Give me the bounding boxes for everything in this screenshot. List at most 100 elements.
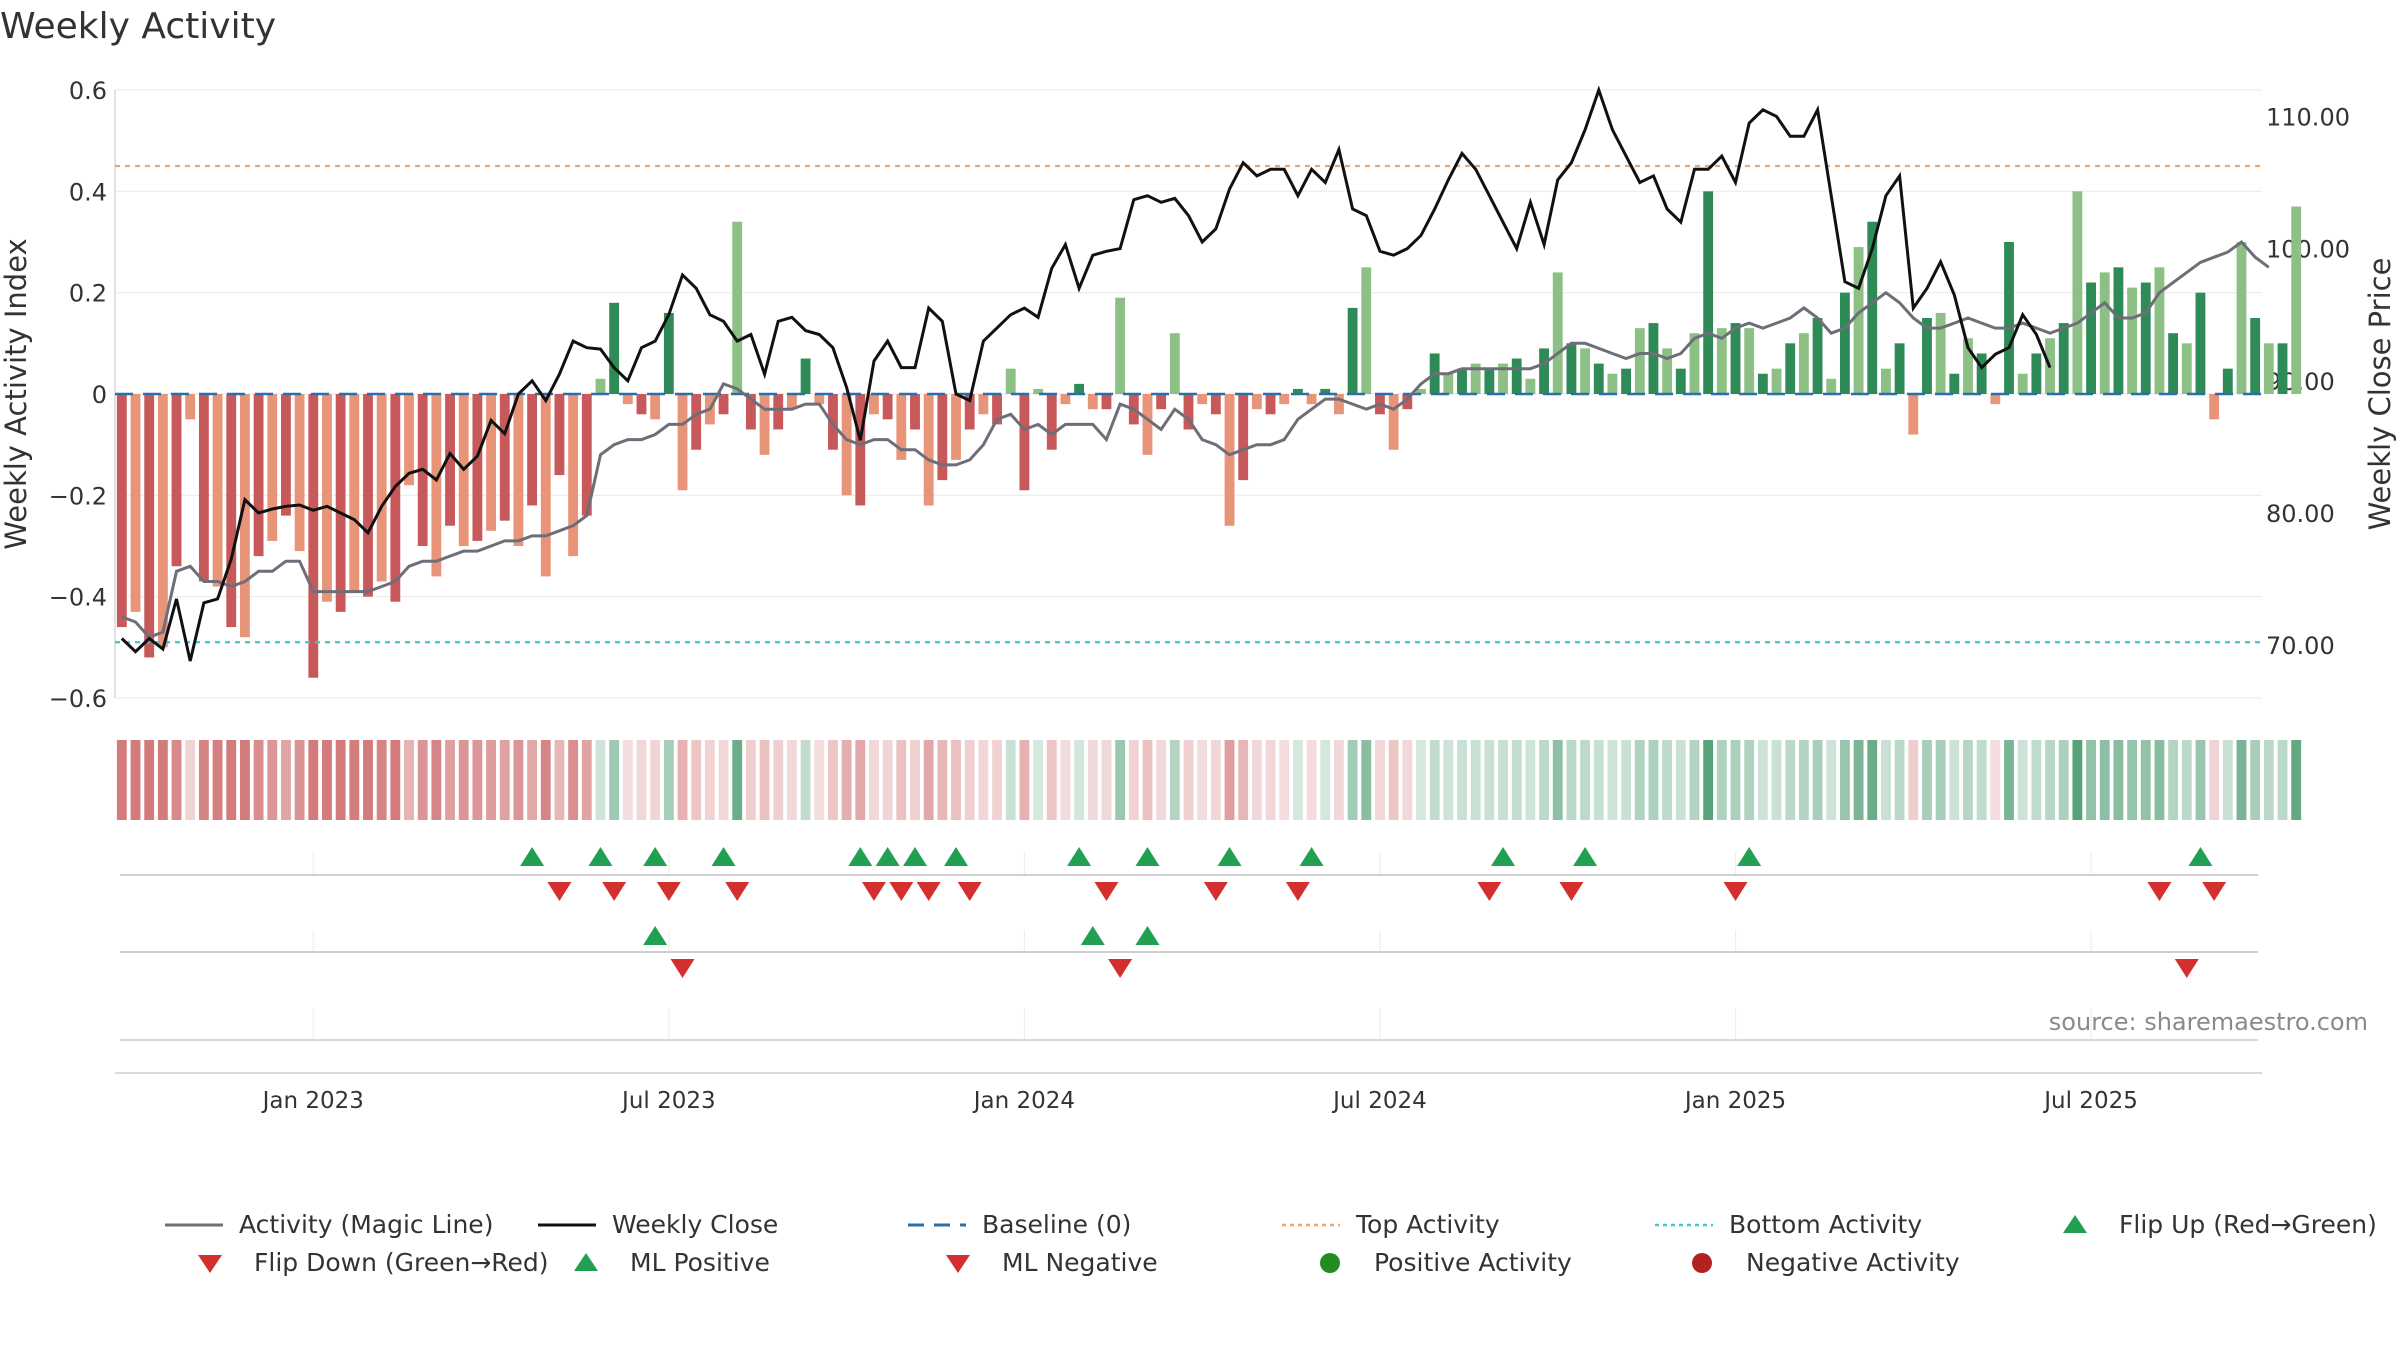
activity-strip-cell: [1552, 740, 1563, 820]
activity-strip-cell: [1101, 740, 1112, 820]
activity-strip-cell: [431, 740, 442, 820]
activity-strip-cell: [1689, 740, 1700, 820]
activity-bar: [1812, 318, 1823, 394]
flip-up-marker: [1573, 847, 1598, 866]
activity-bar: [978, 394, 989, 415]
activity-strip-cell: [294, 740, 305, 820]
activity-strip-cell: [609, 740, 620, 820]
activity-bar: [882, 394, 893, 420]
flip-down-marker: [957, 882, 982, 901]
activity-bar: [472, 394, 483, 541]
activity-bar: [2250, 318, 2261, 394]
activity-strip-cell: [1703, 740, 1714, 820]
activity-strip-cell: [1115, 740, 1126, 820]
activity-bar: [718, 394, 729, 415]
activity-strip-cell: [1265, 740, 1276, 820]
activity-strip-cell: [841, 740, 852, 820]
activity-strip-cell: [513, 740, 524, 820]
activity-strip-cell: [1976, 740, 1987, 820]
line-black-legend-symbol: [538, 1223, 596, 1226]
activity-strip-cell: [1347, 740, 1358, 820]
activity-strip-cell: [732, 740, 743, 820]
flip-down-marker: [547, 882, 572, 901]
legend-item-label: Top Activity: [1356, 1210, 1500, 1239]
flip-down-marker: [602, 882, 627, 901]
activity-bar: [1265, 394, 1276, 415]
activity-strip-cell: [937, 740, 948, 820]
activity-strip-cell: [1525, 740, 1536, 820]
flip-up-marker: [1135, 847, 1160, 866]
activity-strip-cell: [1484, 740, 1495, 820]
activity-bar: [937, 394, 948, 481]
activity-strip-cell: [1826, 740, 1837, 820]
activity-strip-cell: [1470, 740, 1481, 820]
left-tick-label: −0.2: [49, 482, 107, 510]
activity-strip-cell: [1033, 740, 1043, 820]
activity-strip-cell: [1279, 740, 1290, 820]
legend-item: ML Positive: [556, 1248, 770, 1277]
activity-bar: [1320, 388, 1331, 394]
flip-up-marker: [944, 847, 969, 866]
flip-down-marker: [725, 882, 750, 901]
tri-down-red-legend-symbol: [946, 1254, 970, 1273]
x-tick-label: Jan 2025: [1683, 1088, 1786, 1114]
activity-strip-cell: [622, 740, 633, 820]
activity-bar: [1019, 394, 1030, 491]
flip-up-marker: [1491, 847, 1516, 866]
activity-strip-cell: [2154, 740, 2165, 820]
activity-bar: [2099, 272, 2110, 394]
ml-positive-marker: [1080, 926, 1105, 945]
activity-strip-cell: [130, 740, 141, 820]
activity-strip-cell: [1498, 740, 1508, 820]
activity-strip-cell: [554, 740, 565, 820]
activity-bar: [2195, 292, 2206, 394]
activity-bar: [1662, 348, 1673, 394]
activity-bar: [1388, 394, 1399, 450]
activity-bar: [1457, 368, 1467, 394]
activity-strip-cell: [1210, 740, 1221, 820]
activity-strip-cell: [2140, 740, 2151, 820]
activity-strip-cell: [1853, 740, 1864, 820]
activity-strip-cell: [1251, 740, 1262, 820]
left-tick-label: 0: [92, 381, 107, 409]
activity-bar: [2168, 333, 2179, 394]
activity-bar: [800, 358, 811, 394]
activity-strip-cell: [1963, 740, 1973, 820]
activity-bar: [1675, 368, 1686, 394]
activity-bar: [773, 394, 784, 430]
activity-strip-cell: [2072, 740, 2083, 820]
activity-strip-cell: [1087, 740, 1098, 820]
activity-bar: [2140, 282, 2151, 394]
activity-bar: [527, 394, 538, 506]
flip-up-marker: [643, 847, 668, 866]
activity-strip-cell: [157, 740, 168, 820]
activity-strip-cell: [2209, 740, 2220, 820]
activity-bar: [513, 394, 524, 546]
legend-item-label: Bottom Activity: [1729, 1210, 1923, 1239]
activity-bar: [2209, 394, 2220, 420]
activity-strip-cell: [1183, 740, 1194, 820]
activity-bar: [130, 394, 141, 612]
activity-bar: [1853, 247, 1864, 394]
activity-strip-cell: [226, 740, 237, 820]
dot-cyan-legend-symbol: [1655, 1223, 1713, 1226]
activity-strip-cell: [923, 740, 934, 820]
activity-strip-cell: [1443, 740, 1454, 820]
flip-down-marker: [889, 882, 914, 901]
flip-down-marker: [1477, 882, 1502, 901]
flip-up-marker: [875, 847, 900, 866]
activity-strip-cell: [1292, 740, 1303, 820]
activity-bar: [1347, 307, 1358, 394]
activity-bar: [2086, 282, 2096, 394]
flip-down-marker: [1094, 882, 1119, 901]
activity-strip-cell: [1716, 740, 1727, 820]
activity-bar: [212, 394, 223, 587]
activity-bar: [1949, 373, 1960, 394]
flip-down-marker: [1203, 882, 1228, 901]
activity-bar: [1703, 191, 1714, 394]
activity-bar: [568, 394, 579, 557]
x-tick-label: Jan 2023: [261, 1088, 364, 1114]
activity-strip-cell: [568, 740, 579, 820]
legend-item-label: ML Negative: [1002, 1248, 1158, 1277]
